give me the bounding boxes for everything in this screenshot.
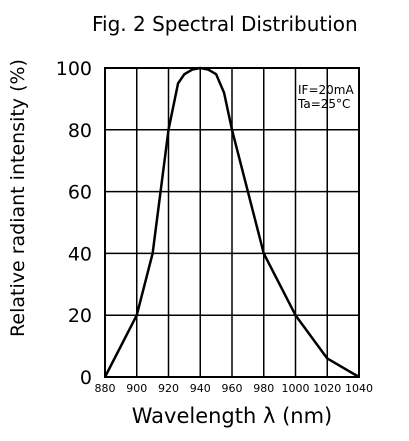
data-point bbox=[278, 283, 281, 286]
data-point bbox=[191, 68, 194, 71]
series-line bbox=[103, 66, 360, 379]
x-axis-label: Wavelength λ (nm) bbox=[132, 404, 333, 428]
x-tick-label: 880 bbox=[95, 382, 116, 395]
data-point bbox=[167, 128, 170, 131]
data-point bbox=[326, 357, 329, 360]
data-point bbox=[151, 252, 154, 255]
x-tick-label: 940 bbox=[190, 382, 211, 395]
tick-labels: 880 900 920 940 960 980 1000 1020 1040 0 20 40 60 80 1… bbox=[56, 58, 373, 395]
data-point bbox=[183, 73, 186, 76]
data-point bbox=[177, 82, 179, 85]
data-point bbox=[223, 91, 225, 94]
y-tick-label: 20 bbox=[68, 305, 92, 327]
y-tick-label: 40 bbox=[68, 243, 92, 265]
grid-lines bbox=[105, 68, 359, 377]
data-point bbox=[215, 73, 218, 76]
y-tick-label: 60 bbox=[68, 182, 92, 204]
data-point bbox=[104, 376, 106, 378]
x-tick-label: 1040 bbox=[345, 382, 373, 395]
x-tick-label: 900 bbox=[126, 382, 147, 395]
y-tick-label: 100 bbox=[56, 58, 92, 80]
x-tick-label: 920 bbox=[158, 382, 179, 395]
data-point bbox=[135, 314, 138, 317]
y-axis-label: Relative radiant intensity (%) bbox=[7, 59, 29, 337]
x-tick-label: 960 bbox=[222, 382, 243, 395]
data-point bbox=[199, 67, 202, 69]
data-point bbox=[294, 314, 297, 317]
data-point bbox=[231, 128, 233, 131]
y-tick-label: 0 bbox=[80, 367, 92, 389]
x-tick-label: 1000 bbox=[282, 382, 310, 395]
condition-forward-current: IF=20mA bbox=[298, 83, 354, 97]
data-point bbox=[262, 252, 265, 255]
y-tick-label: 80 bbox=[68, 120, 92, 142]
data-point bbox=[246, 190, 249, 193]
condition-ambient-temperature: Ta=25°C bbox=[297, 97, 350, 111]
x-tick-label: 980 bbox=[253, 382, 274, 395]
chart-title: Fig. 2 Spectral Distribution bbox=[92, 12, 358, 36]
data-points bbox=[104, 67, 360, 378]
plot-frame bbox=[104, 67, 360, 378]
data-point bbox=[207, 68, 210, 71]
x-tick-label: 1020 bbox=[313, 382, 341, 395]
data-point bbox=[358, 376, 360, 378]
